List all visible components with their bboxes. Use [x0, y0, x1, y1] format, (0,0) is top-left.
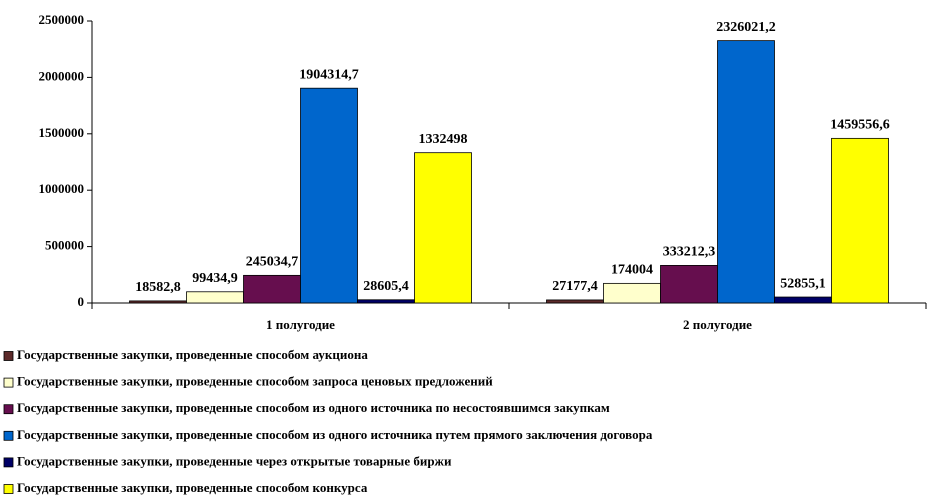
legend-swatch: [3, 430, 14, 441]
y-tick-label: 1000000: [39, 181, 85, 196]
legend-swatch: [3, 484, 14, 494]
bar: [660, 265, 718, 304]
bar: [129, 300, 187, 304]
x-tick-label: 2 полугодие: [683, 317, 752, 332]
y-tick-label: 0: [78, 294, 85, 309]
legend-label: Государственные закупки, проведенные чер…: [17, 453, 452, 468]
value-label: 1904314,7: [299, 67, 359, 82]
bar: [243, 274, 301, 304]
value-label: 1332498: [419, 132, 468, 147]
bar: [357, 299, 415, 304]
legend-label: Государственные закупки, проведенные спо…: [17, 480, 368, 495]
legend-swatch: [3, 457, 14, 468]
y-tick-label: 2500000: [39, 12, 85, 27]
legend-label: Государственные закупки, проведенные спо…: [17, 427, 653, 442]
legend-swatch: [3, 377, 14, 388]
value-label: 18582,8: [135, 280, 181, 295]
y-tick-label: 1500000: [39, 125, 85, 140]
value-label: 174004: [611, 263, 653, 278]
value-label: 333212,3: [663, 245, 716, 260]
legend-swatch: [3, 351, 14, 361]
value-label: 27177,4: [552, 279, 598, 294]
bar: [300, 87, 358, 304]
legend-label: Государственные закупки, проведенные спо…: [17, 347, 368, 362]
value-label: 99434,9: [192, 271, 238, 286]
value-label: 1459556,6: [830, 118, 890, 133]
value-label: 2326021,2: [716, 20, 776, 35]
bar: [546, 299, 604, 304]
value-label: 245034,7: [246, 255, 299, 270]
legend-swatch: [3, 404, 14, 415]
bar: [186, 291, 244, 304]
legend-label: Государственные закупки, проведенные спо…: [17, 400, 610, 415]
value-label: 28605,4: [363, 279, 409, 294]
bar: [831, 137, 889, 304]
bar: [717, 40, 775, 304]
y-tick-label: 2000000: [39, 68, 85, 83]
y-tick-label: 500000: [45, 238, 84, 253]
legend-label: Государственные закупки, проведенные спо…: [17, 374, 493, 389]
bar: [774, 296, 832, 304]
x-tick-label: 1 полугодие: [266, 317, 335, 332]
value-label: 52855,1: [780, 276, 826, 291]
bar: [603, 282, 661, 304]
bar: [414, 152, 472, 304]
